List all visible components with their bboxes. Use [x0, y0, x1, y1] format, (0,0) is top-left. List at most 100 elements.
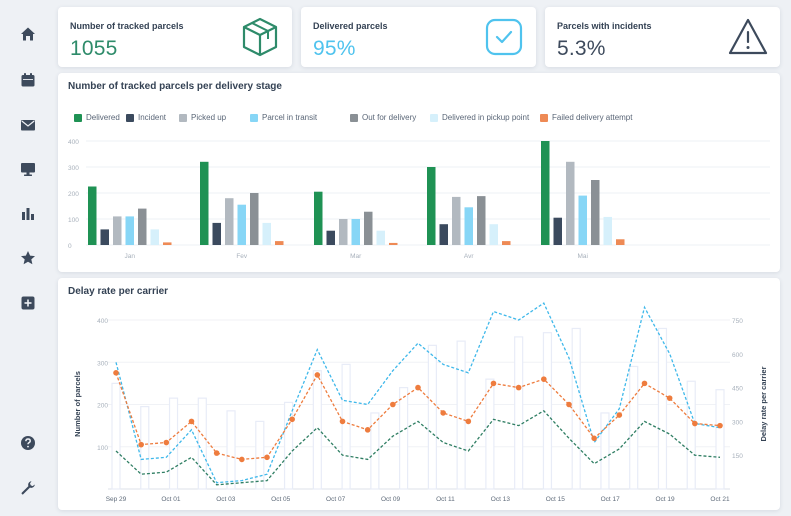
bar: [138, 208, 147, 245]
count-bar: [629, 365, 639, 490]
count-bar: [600, 412, 610, 490]
y2-tick-label: 300: [732, 419, 743, 426]
x-tick-label: Fev: [236, 253, 248, 260]
kpi-value: 1055: [70, 37, 118, 60]
bar: [250, 193, 259, 245]
series-point: [566, 401, 572, 408]
warning-icon: [728, 15, 768, 59]
legend-item[interactable]: Delivered in pickup point: [430, 113, 529, 122]
series-point: [289, 416, 295, 423]
legend-item[interactable]: Delivered: [74, 113, 120, 122]
series-point: [515, 384, 522, 391]
series-point: [717, 422, 723, 429]
count-bar: [514, 336, 524, 490]
bar-chart-icon[interactable]: [16, 202, 40, 226]
y-tick-label: 0: [68, 243, 72, 250]
count-bar: [168, 397, 179, 490]
count-bar: [312, 370, 322, 490]
x-tick-label: Oct 07: [326, 496, 346, 503]
x-tick-label: Mar: [350, 253, 362, 260]
series-point: [490, 380, 497, 387]
series-point: [641, 380, 648, 387]
count-bar: [686, 380, 696, 490]
bar: [113, 216, 122, 245]
wrench-icon[interactable]: [16, 476, 40, 500]
legend-swatch: [179, 113, 187, 122]
star-icon[interactable]: [16, 246, 40, 270]
bar: [314, 191, 323, 245]
series-point: [188, 418, 195, 425]
x-tick-label: Oct 05: [271, 496, 291, 503]
kpi-value: 95%: [313, 37, 356, 60]
bar: [452, 196, 461, 245]
count-bar: [226, 410, 236, 490]
mail-icon[interactable]: [16, 113, 40, 137]
legend-swatch: [540, 113, 548, 122]
y2-tick-label: 600: [732, 352, 743, 359]
kpi-card-incidents: Parcels with incidents 5.3%: [545, 7, 780, 67]
y2-tick-label: 150: [732, 453, 743, 460]
count-bar: [571, 327, 581, 490]
count-bar: [140, 406, 150, 490]
x-tick-label: Oct 17: [601, 496, 621, 503]
help-icon[interactable]: [16, 431, 40, 455]
legend-label: Delivered: [86, 113, 120, 122]
legend-swatch: [350, 113, 358, 122]
count-bar: [657, 327, 668, 490]
series-point: [666, 395, 673, 401]
count-bar: [255, 420, 265, 490]
bar: [262, 222, 271, 245]
series-point: [213, 450, 220, 456]
legend-label: Picked up: [191, 113, 227, 122]
legend-label: Failed delivery attempt: [552, 113, 633, 122]
calendar-icon[interactable]: [16, 68, 40, 92]
x-tick-label: Oct 21: [710, 496, 730, 503]
bar: [502, 241, 511, 245]
legend-item[interactable]: Failed delivery attempt: [540, 113, 632, 122]
bar: [125, 216, 134, 245]
x-tick-label: Oct 13: [491, 496, 511, 503]
x-tick-label: Oct 19: [656, 496, 676, 503]
y2-axis-label: Delay rate per carrier: [759, 366, 768, 441]
y-tick-label: 100: [97, 445, 108, 452]
stage-bar-chart: 0 100 200 300 400 Jan Fev Mar Avr Mai: [68, 139, 770, 260]
legend-item[interactable]: Parcel in transit: [250, 113, 317, 122]
count-bar: [427, 344, 437, 490]
series-point: [163, 439, 170, 446]
y-tick-label: 200: [97, 403, 108, 410]
count-bar: [715, 389, 725, 490]
legend-swatch: [250, 113, 258, 122]
x-tick-label: Sep 29: [106, 496, 127, 503]
series-point: [692, 420, 698, 427]
series-point: [138, 441, 144, 448]
bar: [326, 230, 335, 245]
monitor-icon[interactable]: [16, 157, 40, 181]
bar: [578, 195, 587, 245]
y-tick-label: 300: [97, 360, 108, 367]
count-bar: [341, 363, 351, 490]
x-tick-label: Oct 01: [161, 496, 181, 503]
legend-item[interactable]: Out for delivery: [350, 113, 416, 122]
series-point: [415, 384, 421, 391]
add-box-icon[interactable]: [16, 291, 40, 315]
count-bar: [197, 397, 207, 490]
bar: [541, 141, 550, 245]
bar: [163, 242, 172, 245]
series-point: [113, 370, 119, 376]
sidebar: [0, 0, 56, 516]
kpi-value: 5.3%: [557, 37, 606, 60]
bar: [88, 186, 97, 245]
bar: [591, 180, 600, 245]
legend-swatch: [74, 113, 82, 122]
kpi-card-tracked: Number of tracked parcels 1055: [58, 7, 292, 67]
series-point: [390, 401, 396, 408]
bar: [237, 204, 246, 245]
legend-item[interactable]: Picked up: [179, 113, 226, 122]
series-point: [541, 376, 547, 382]
y-tick-label: 100: [68, 217, 79, 224]
kpi-label: Delivered parcels: [313, 21, 388, 31]
legend-item[interactable]: Incident: [126, 113, 166, 122]
bar: [477, 196, 486, 245]
home-icon[interactable]: [16, 22, 40, 46]
bar: [200, 161, 209, 245]
